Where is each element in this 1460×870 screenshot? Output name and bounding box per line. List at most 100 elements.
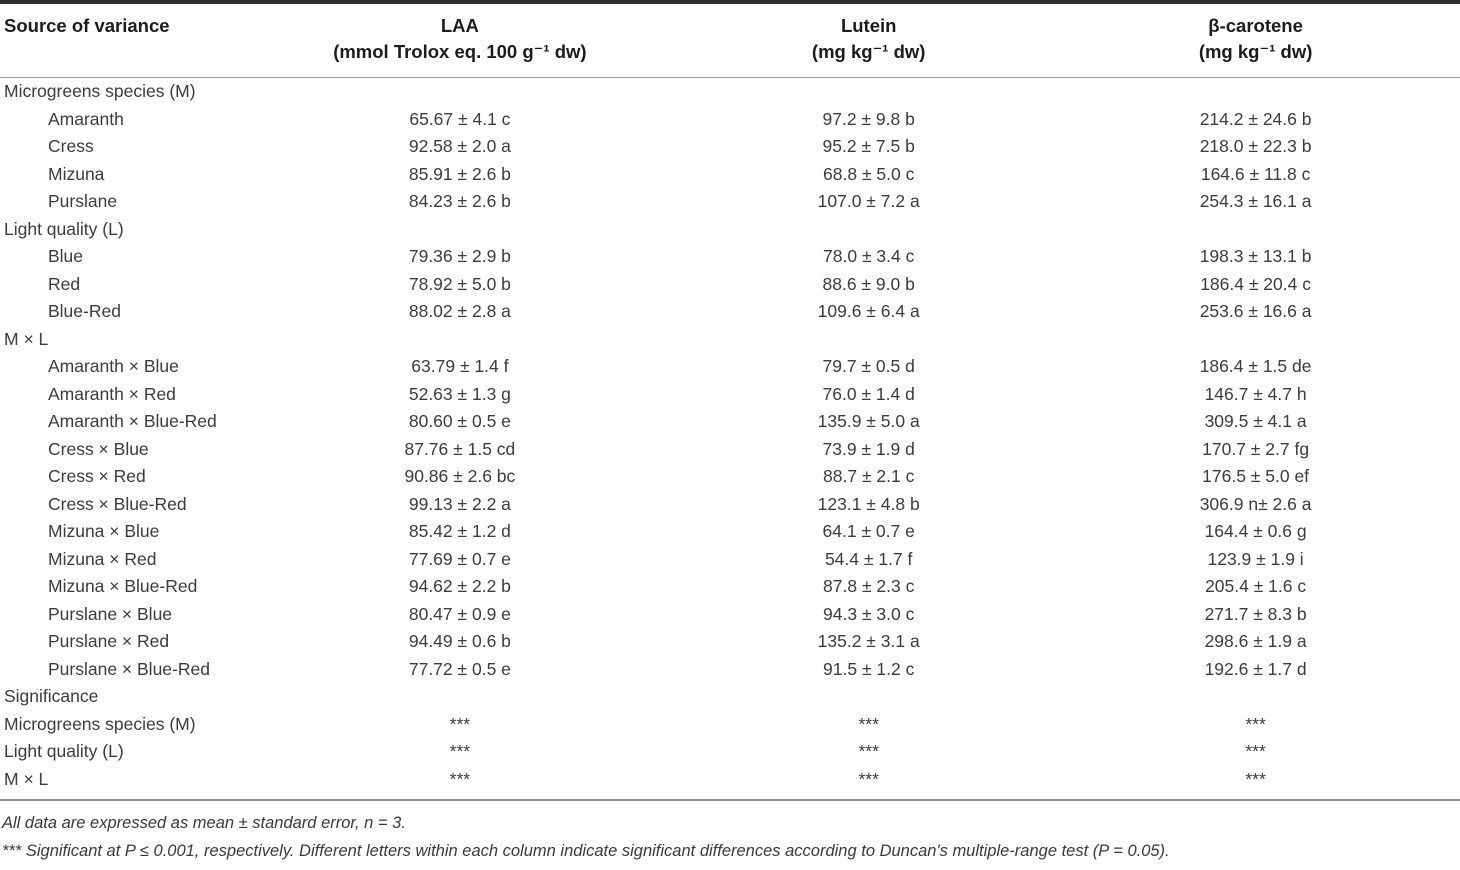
cell-lutein: 87.8 ± 2.3 c: [823, 576, 915, 597]
cell-laa: 79.36 ± 2.9 b: [408, 246, 511, 267]
cell-lutein: 73.9 ± 1.9 d: [822, 438, 915, 459]
cell-laa: 94.49 ± 0.6 b: [408, 631, 511, 652]
cell-beta-carotene: 218.0 ± 22.3 b: [1199, 136, 1312, 157]
table-row: M × L *** *** ***: [0, 766, 1460, 794]
cell-laa: 85.91 ± 2.6 b: [408, 163, 511, 184]
cell-laa: 92.58 ± 2.0 a: [408, 136, 511, 157]
table-row: Amaranth × Red 52.63 ± 1.3 g 76.0 ± 1.4 …: [0, 381, 1460, 409]
cell-beta-carotene: ***: [1245, 741, 1266, 762]
cell-laa: 77.69 ± 0.7 e: [408, 548, 511, 569]
table-row: Amaranth 65.67 ± 4.1 c 97.2 ± 9.8 b 214.…: [0, 106, 1460, 134]
cell-lutein: ***: [858, 741, 879, 762]
cell-beta-carotene: [1051, 216, 1460, 244]
cell-lutein: 91.5 ± 1.2 c: [823, 658, 915, 679]
cell-laa: 65.67 ± 4.1 c: [409, 108, 511, 129]
row-label: Cress × Blue: [48, 438, 149, 459]
table-row: Blue 79.36 ± 2.9 b 78.0 ± 3.4 c 198.3 ± …: [0, 243, 1460, 271]
cell-beta-carotene: 205.4 ± 1.6 c: [1205, 576, 1307, 597]
cell-beta-carotene: [1051, 78, 1460, 106]
row-label: Purslane × Blue: [48, 603, 173, 624]
cell-laa: 52.63 ± 1.3 g: [408, 383, 511, 404]
table-row: Red 78.92 ± 5.0 b 88.6 ± 9.0 b 186.4 ± 2…: [0, 271, 1460, 299]
table-row: Purslane × Blue-Red 77.72 ± 0.5 e 91.5 ±…: [0, 656, 1460, 684]
cell-laa: [234, 326, 687, 354]
table-row: M × L: [0, 326, 1460, 354]
column-header-laa: LAA (mmol Trolox eq. 100 g⁻¹ dw): [233, 2, 687, 78]
row-label: Cress: [48, 136, 94, 157]
column-header-beta-carotene: β-carotene (mg kg⁻¹ dw): [1051, 2, 1460, 78]
cell-laa: 88.02 ± 2.8 a: [408, 301, 511, 322]
cell-laa: 78.92 ± 5.0 b: [408, 273, 511, 294]
cell-laa: 85.42 ± 1.2 d: [408, 521, 511, 542]
column-header-source-of-variance: Source of variance: [0, 2, 234, 78]
cell-lutein: [686, 216, 1051, 244]
footnote-significance: *** Significant at P ≤ 0.001, respective…: [2, 842, 1170, 860]
cell-beta-carotene: 192.6 ± 1.7 d: [1204, 658, 1307, 679]
cell-beta-carotene: ***: [1245, 768, 1266, 789]
table-row: Amaranth × Blue-Red 80.60 ± 0.5 e 135.9 …: [0, 408, 1460, 436]
cell-beta-carotene: 253.6 ± 16.6 a: [1199, 301, 1312, 322]
cell-beta-carotene: ***: [1245, 713, 1266, 734]
table-row: Microgreens species (M) *** *** ***: [0, 711, 1460, 739]
cell-laa: 80.47 ± 0.9 e: [408, 603, 511, 624]
table-row: Cress × Blue-Red 99.13 ± 2.2 a 123.1 ± 4…: [0, 491, 1460, 519]
cell-laa: ***: [449, 741, 471, 762]
row-label: M × L: [4, 768, 49, 789]
row-label: Amaranth × Blue: [48, 356, 179, 377]
anova-results-table: Source of variance LAA (mmol Trolox eq. …: [0, 0, 1460, 794]
table-body: Microgreens species (M) Amaranth 65.67 ±…: [0, 78, 1460, 794]
cell-laa: 77.72 ± 0.5 e: [408, 658, 511, 679]
table-row: Mizuna × Blue-Red 94.62 ± 2.2 b 87.8 ± 2…: [0, 573, 1460, 601]
cell-laa: 80.60 ± 0.5 e: [408, 411, 511, 432]
cell-beta-carotene: 186.4 ± 1.5 de: [1199, 356, 1312, 377]
row-label: Amaranth: [48, 108, 124, 129]
row-label: Light quality (L): [4, 741, 124, 762]
table-row: Microgreens species (M): [0, 78, 1460, 106]
cell-lutein: [686, 683, 1051, 711]
row-label: Blue-Red: [48, 301, 121, 322]
cell-beta-carotene: 298.6 ± 1.9 a: [1204, 631, 1307, 652]
cell-lutein: 54.4 ± 1.7 f: [824, 548, 913, 569]
cell-beta-carotene: 170.7 ± 2.7 fg: [1202, 438, 1310, 459]
cell-lutein: 95.2 ± 7.5 b: [822, 136, 915, 157]
cell-laa: 99.13 ± 2.2 a: [408, 493, 511, 514]
row-label: Purslane: [48, 191, 118, 212]
row-label: Mizuna: [48, 163, 105, 184]
row-label: Red: [48, 273, 81, 294]
column-label: Lutein: [840, 15, 897, 36]
column-unit: (mmol Trolox eq. 100 g⁻¹ dw): [333, 41, 587, 62]
row-label: Cress × Blue-Red: [48, 493, 187, 514]
cell-lutein: 107.0 ± 7.2 a: [817, 191, 920, 212]
cell-laa: 90.86 ± 2.6 bc: [404, 466, 516, 487]
column-label: LAA: [440, 15, 479, 36]
table-row: Cress 92.58 ± 2.0 a 95.2 ± 7.5 b 218.0 ±…: [0, 133, 1460, 161]
cell-beta-carotene: 306.9 n± 2.6 a: [1199, 493, 1312, 514]
row-label: Blue: [48, 246, 84, 267]
table-row: Cress × Red 90.86 ± 2.6 bc 88.7 ± 2.1 c …: [0, 463, 1460, 491]
cell-lutein: 97.2 ± 9.8 b: [822, 108, 915, 129]
cell-lutein: [686, 78, 1051, 106]
cell-beta-carotene: 176.5 ± 5.0 ef: [1202, 466, 1310, 487]
row-label: Purslane × Blue-Red: [48, 658, 210, 679]
table-row: Purslane × Red 94.49 ± 0.6 b 135.2 ± 3.1…: [0, 628, 1460, 656]
row-label: Mizuna × Red: [48, 548, 157, 569]
cell-lutein: 135.2 ± 3.1 a: [817, 631, 920, 652]
table-row: Blue-Red 88.02 ± 2.8 a 109.6 ± 6.4 a 253…: [0, 298, 1460, 326]
table-row: Purslane 84.23 ± 2.6 b 107.0 ± 7.2 a 254…: [0, 188, 1460, 216]
table-row: Light quality (L): [0, 216, 1460, 244]
row-label: Amaranth × Red: [48, 383, 176, 404]
cell-lutein: 78.0 ± 3.4 c: [823, 246, 915, 267]
cell-lutein: 94.3 ± 3.0 c: [823, 603, 915, 624]
table-row: Mizuna × Blue 85.42 ± 1.2 d 64.1 ± 0.7 e…: [0, 518, 1460, 546]
cell-laa: 94.62 ± 2.2 b: [408, 576, 511, 597]
cell-lutein: 88.7 ± 2.1 c: [823, 466, 915, 487]
cell-beta-carotene: 164.4 ± 0.6 g: [1204, 521, 1307, 542]
row-label: Microgreens species (M): [4, 81, 196, 102]
column-label: Source of variance: [4, 15, 170, 36]
table-row: Light quality (L) *** *** ***: [0, 738, 1460, 766]
table-row: Cress × Blue 87.76 ± 1.5 cd 73.9 ± 1.9 d…: [0, 436, 1460, 464]
column-unit: (mg kg⁻¹ dw): [811, 41, 926, 62]
cell-beta-carotene: 186.4 ± 20.4 c: [1200, 273, 1311, 294]
cell-beta-carotene: 254.3 ± 16.1 a: [1199, 191, 1312, 212]
cell-lutein: 135.9 ± 5.0 a: [817, 411, 920, 432]
